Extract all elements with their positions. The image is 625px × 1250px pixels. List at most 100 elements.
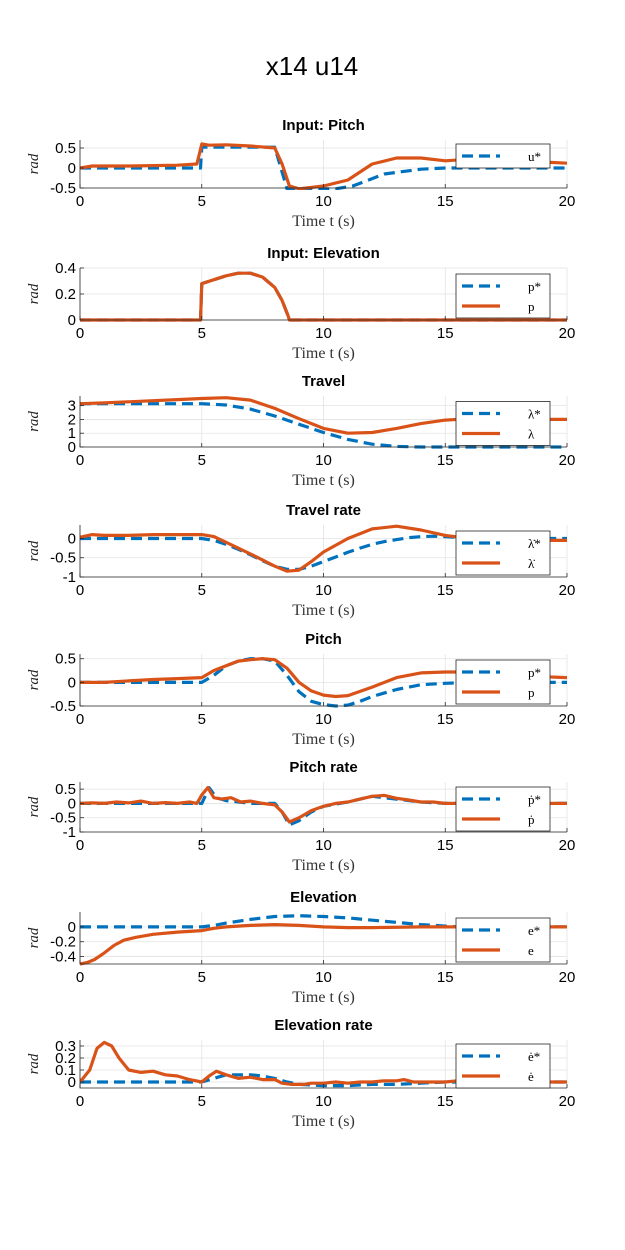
x-tick-label: 15 [437,711,454,728]
x-tick-label: 5 [198,193,206,210]
legend: λ* λ [455,401,551,446]
subplot-title: Pitch [305,631,342,648]
legend-box [455,401,551,446]
y-axis-label: rad [26,669,42,690]
legend: e* e [455,917,551,963]
x-tick-label: 5 [198,582,206,599]
y-axis-label: rad [26,283,42,304]
y-tick-label: 0 [68,1074,76,1091]
legend-box [455,530,551,576]
x-tick-label: 0 [76,193,84,210]
legend-entry: ė* [528,1049,540,1064]
y-tick-label: 0 [68,919,76,936]
x-tick-label: 15 [437,1093,454,1110]
legend-entry: ṗ* [528,792,541,807]
y-tick-label: 0.4 [55,260,76,277]
legend: p* p [455,659,551,705]
x-tick-label: 15 [437,452,454,469]
x-tick-label: 20 [559,1093,576,1110]
x-tick-label: 0 [76,582,84,599]
legend: ṗ* ṗ [455,786,551,832]
legend: λ̇* λ̇ [455,530,551,576]
x-tick-label: 15 [437,582,454,599]
y-tick-label: 0.1 [55,1062,76,1079]
x-tick-label: 10 [315,711,332,728]
legend-entry: e* [528,923,540,938]
x-tick-label: 0 [76,452,84,469]
x-tick-label: 20 [559,837,576,854]
subplot-title: Input: Pitch [282,117,365,134]
legend-entry: λ* [528,407,541,422]
x-tick-label: 0 [76,1093,84,1110]
subplot-title: Input: Elevation [267,245,380,262]
x-axis-label: Time t (s) [292,602,355,619]
y-tick-label: 0.5 [55,781,76,798]
x-tick-label: 20 [559,711,576,728]
x-tick-label: 10 [315,1093,332,1110]
y-axis-label: rad [26,796,42,817]
subplot-input-elevation: 0 5 10 15 20 0 0.2 0.4 Input: Elevation Time t (s… [26,245,575,362]
y-tick-label: 0 [68,439,76,456]
legend-entry: ė [528,1069,534,1084]
x-tick-label: 10 [315,325,332,342]
legend-entry: p* [528,279,541,294]
legend-box [455,273,551,319]
y-tick-label: 0 [68,674,76,691]
legend-entry: e [528,943,534,958]
legend-entry: λ̇ [528,556,535,571]
legend: ė* ė [455,1043,551,1089]
x-axis-label: Time t (s) [292,213,355,230]
plot-area [80,271,567,322]
y-tick-label: -0.5 [50,180,76,197]
x-tick-label: 15 [437,969,454,986]
series-line-measured [80,923,567,966]
x-tick-label: 0 [76,711,84,728]
x-tick-label: 15 [437,193,454,210]
legend-entry: p* [528,665,541,680]
legend-box [455,1043,551,1089]
y-axis-label: rad [26,540,42,561]
x-tick-label: 20 [559,193,576,210]
y-tick-label: 0.2 [55,286,76,303]
y-axis-label: rad [26,411,42,432]
series-line-measured [80,271,567,322]
x-axis-label: Time t (s) [292,345,355,362]
y-tick-label: 2 [68,411,76,428]
legend-entry: λ [528,427,535,442]
x-tick-label: 5 [198,452,206,469]
x-tick-label: 5 [198,711,206,728]
x-tick-label: 10 [315,837,332,854]
y-tick-label: -0.5 [50,698,76,715]
legend-entry: ṗ [528,812,535,827]
y-tick-label: 0 [68,530,76,547]
x-axis-label: Time t (s) [292,731,355,748]
x-tick-label: 5 [198,837,206,854]
x-tick-label: 0 [76,969,84,986]
x-tick-label: 20 [559,325,576,342]
x-axis-label: Time t (s) [292,472,355,489]
y-tick-label: -0.5 [50,550,76,567]
legend-box [455,659,551,705]
y-tick-label: -0.2 [50,934,76,951]
subplot-title: Travel [302,373,345,390]
x-tick-label: 15 [437,325,454,342]
legend-box [455,786,551,832]
x-tick-label: 10 [315,969,332,986]
y-tick-label: 0 [68,795,76,812]
legend-entry: u* [528,149,541,164]
x-tick-label: 20 [559,969,576,986]
y-tick-label: -0.4 [50,949,76,966]
series-line-measured [80,786,567,824]
x-tick-label: 5 [198,325,206,342]
y-tick-label: -1 [63,569,76,586]
subplot-title: Elevation [290,889,357,906]
x-tick-label: 20 [559,452,576,469]
x-tick-label: 10 [315,582,332,599]
y-axis-label: rad [26,927,42,948]
legend: p* p [455,273,551,319]
x-tick-label: 20 [559,582,576,599]
